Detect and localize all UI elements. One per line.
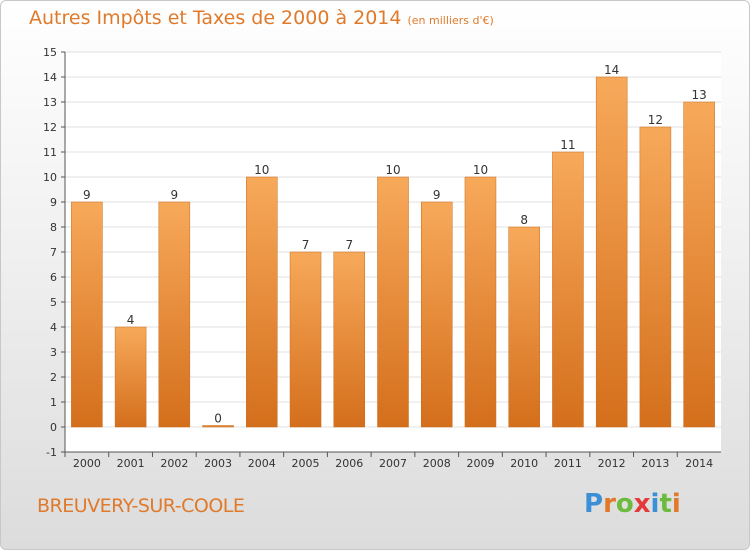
x-tick-label-2001: 2001 [117,457,145,470]
y-tick-label: 8 [50,221,57,234]
location-name: BREUVERY-SUR-COOLE [37,495,245,517]
bar-2010 [508,226,540,428]
data-label-2005: 7 [302,238,310,252]
data-label-2004: 10 [254,163,269,177]
bar-2003 [202,425,234,428]
logo-letter: i [650,489,660,519]
x-tick-label-2012: 2012 [598,457,626,470]
bar-2014 [683,101,715,428]
x-tick-label-2009: 2009 [466,457,494,470]
data-label-2007: 10 [385,163,400,177]
y-tick-label: 13 [43,96,57,109]
data-label-2012: 14 [604,63,619,77]
x-tick-label-2006: 2006 [335,457,363,470]
x-tick-label-2011: 2011 [554,457,582,470]
y-tick-label: 14 [43,71,57,84]
x-tick-label-2004: 2004 [248,457,276,470]
x-tick-label-2005: 2005 [292,457,320,470]
y-tick-label: 15 [43,46,57,59]
bar-2012 [595,76,628,428]
bar-2007 [377,176,409,428]
chart-title: Autres Impôts et Taxes de 2000 à 2014 (en… [29,7,494,29]
logo-letter: x [633,489,651,519]
logo-letter: r [603,489,616,519]
y-tick-label: -1 [46,446,57,459]
bar-2006 [333,251,366,428]
x-tick-label-2007: 2007 [379,457,407,470]
logo-letter: o [615,489,634,519]
x-tick-label-2002: 2002 [160,457,188,470]
x-tick-label-2014: 2014 [685,457,713,470]
proxiti-logo: Proxiti [584,489,681,519]
data-label-2000: 9 [83,188,91,202]
logo-letter: t [659,489,672,519]
y-tick-label: 3 [50,346,57,359]
bar-2000 [71,201,103,428]
y-tick-label: 0 [50,421,57,434]
bar-2005 [289,251,322,428]
data-label-2014: 13 [691,88,706,102]
x-tick-label-2010: 2010 [510,457,538,470]
y-tick-label: 5 [50,296,57,309]
data-label-2003: 0 [214,412,222,426]
data-label-2008: 9 [433,188,441,202]
bar-2004 [246,176,278,428]
data-label-2010: 8 [520,213,528,227]
chart-title-unit: (en milliers d'€) [407,14,494,27]
bar-2013 [639,126,672,428]
x-tick-label-2013: 2013 [641,457,669,470]
bar-2008 [420,201,453,428]
x-tick-label-2003: 2003 [204,457,232,470]
y-tick-label: 1 [50,396,57,409]
data-label-2006: 7 [345,238,353,252]
x-tick-label-2008: 2008 [423,457,451,470]
y-tick-label: 9 [50,196,57,209]
y-tick-label: 7 [50,246,57,259]
y-tick-label: 2 [50,371,57,384]
y-tick-label: 11 [43,146,57,159]
bar-2002 [158,201,191,428]
logo-letter: P [584,489,604,519]
chart-title-main: Autres Impôts et Taxes de 2000 à 2014 [29,7,402,29]
y-tick-label: 12 [43,121,57,134]
bar-2009 [464,176,497,428]
y-tick-label: 10 [43,171,57,184]
data-label-2002: 9 [171,188,179,202]
y-tick-label: 4 [50,321,57,334]
data-label-2001: 4 [127,313,135,327]
x-tick-label-2000: 2000 [73,457,101,470]
y-tick-label: 6 [50,271,57,284]
data-label-2011: 11 [560,138,575,152]
bar-2011 [552,151,584,428]
data-label-2013: 12 [648,113,663,127]
logo-letter: i [671,489,681,519]
bar-2001 [114,326,147,428]
data-label-2009: 10 [473,163,488,177]
